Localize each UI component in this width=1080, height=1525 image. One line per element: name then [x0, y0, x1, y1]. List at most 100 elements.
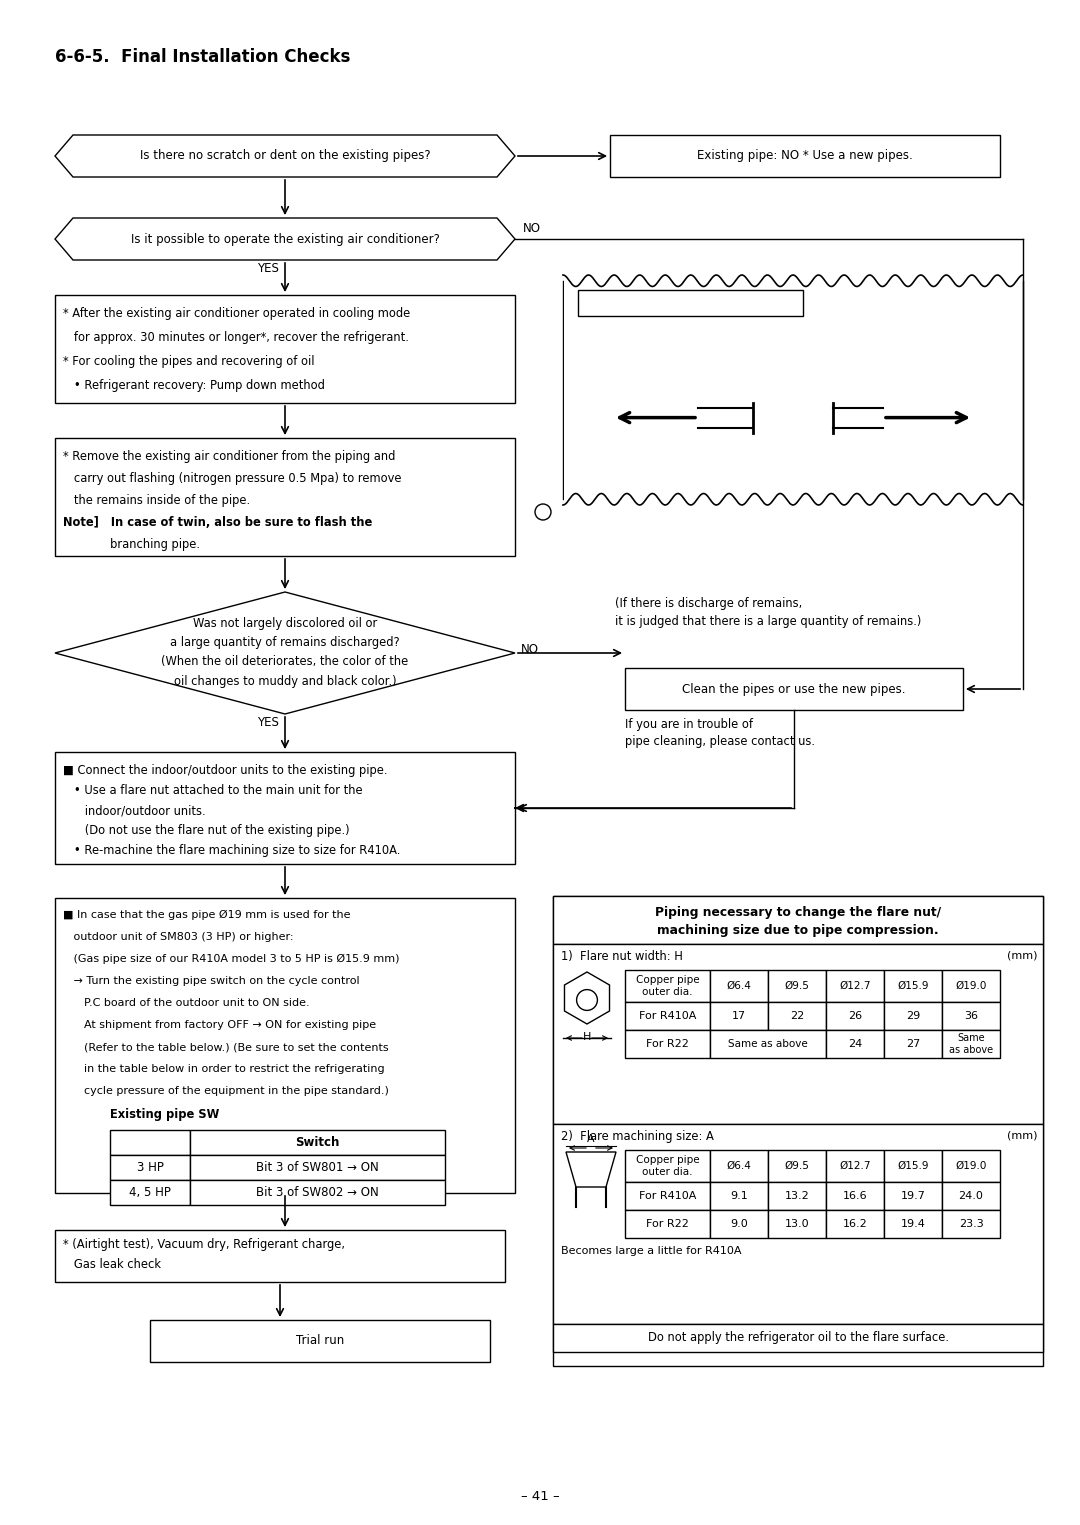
Polygon shape	[565, 971, 609, 1023]
Text: Switch: Switch	[295, 1136, 340, 1148]
Bar	[150, 1321, 490, 1362]
Text: For R410A: For R410A	[638, 1191, 697, 1202]
Text: carry out flashing (nitrogen pressure 0.5 Mpa) to remove: carry out flashing (nitrogen pressure 0.…	[63, 473, 402, 485]
Text: (mm): (mm)	[1008, 1130, 1038, 1141]
Text: 19.7: 19.7	[901, 1191, 926, 1202]
Text: 9.0: 9.0	[730, 1218, 747, 1229]
Text: branching pipe.: branching pipe.	[63, 538, 200, 551]
Text: pipe cleaning, please contact us.: pipe cleaning, please contact us.	[625, 735, 815, 747]
Text: (Do not use the flare nut of the existing pipe.): (Do not use the flare nut of the existin…	[63, 824, 350, 837]
Bar	[553, 1124, 1043, 1324]
Text: Ø6.4: Ø6.4	[727, 981, 752, 991]
Text: * (Airtight test), Vacuum dry, Refrigerant charge,: * (Airtight test), Vacuum dry, Refrigera…	[63, 1238, 345, 1250]
Circle shape	[577, 990, 597, 1011]
Bar	[625, 1150, 710, 1182]
Bar	[768, 1002, 826, 1029]
Text: ■ Connect the indoor/outdoor units to the existing pipe.: ■ Connect the indoor/outdoor units to th…	[63, 764, 388, 778]
Text: ■ In case that the gas pipe Ø19 mm is used for the: ■ In case that the gas pipe Ø19 mm is us…	[63, 910, 351, 920]
Bar	[553, 897, 1043, 1366]
Bar	[826, 1002, 885, 1029]
Text: If you are in trouble of: If you are in trouble of	[625, 718, 753, 730]
Bar	[768, 1182, 826, 1209]
Bar	[110, 1130, 190, 1154]
Polygon shape	[55, 592, 515, 714]
Text: indoor/outdoor units.: indoor/outdoor units.	[63, 804, 205, 817]
Text: Ø9.5: Ø9.5	[784, 1161, 809, 1171]
Text: Gas leak check: Gas leak check	[63, 1258, 161, 1270]
Text: • Refrigerant recovery: Pump down method: • Refrigerant recovery: Pump down method	[63, 380, 325, 392]
Text: 16.6: 16.6	[842, 1191, 867, 1202]
Bar	[110, 1154, 190, 1180]
Bar	[768, 1209, 826, 1238]
Bar	[768, 970, 826, 1002]
Text: YES: YES	[257, 262, 279, 274]
Text: Copper pipe
outer dia.: Copper pipe outer dia.	[636, 974, 700, 997]
Bar	[826, 1150, 885, 1182]
Text: cycle pressure of the equipment in the pipe standard.): cycle pressure of the equipment in the p…	[63, 1086, 389, 1096]
Text: the remains inside of the pipe.: the remains inside of the pipe.	[63, 494, 251, 506]
Bar	[942, 1002, 1000, 1029]
Text: it is judged that there is a large quantity of remains.): it is judged that there is a large quant…	[615, 615, 921, 628]
Bar	[55, 438, 515, 557]
Text: Trial run: Trial run	[296, 1334, 345, 1348]
Text: 19.4: 19.4	[901, 1218, 926, 1229]
Text: in the table below in order to restrict the refrigerating: in the table below in order to restrict …	[63, 1064, 384, 1074]
Text: (Refer to the table below.) (Be sure to set the contents: (Refer to the table below.) (Be sure to …	[63, 1042, 389, 1052]
Text: 6-6-5.  Final Installation Checks: 6-6-5. Final Installation Checks	[55, 47, 350, 66]
Text: Existing pipe: NO * Use a new pipes.: Existing pipe: NO * Use a new pipes.	[697, 149, 913, 163]
Text: * After the existing air conditioner operated in cooling mode: * After the existing air conditioner ope…	[63, 307, 410, 320]
Text: 24: 24	[848, 1039, 862, 1049]
Text: Same as above: Same as above	[728, 1039, 808, 1049]
Text: 29: 29	[906, 1011, 920, 1022]
Text: 2)  Flare machining size: A: 2) Flare machining size: A	[561, 1130, 714, 1144]
Bar	[625, 1029, 710, 1058]
Bar	[885, 1002, 942, 1029]
Bar	[553, 944, 1043, 1124]
Bar	[190, 1130, 445, 1154]
Text: * Remove the existing air conditioner from the piping and: * Remove the existing air conditioner fr…	[63, 450, 395, 464]
Text: – 41 –: – 41 –	[521, 1490, 559, 1504]
Text: 4, 5 HP: 4, 5 HP	[130, 1186, 171, 1199]
Text: 24.0: 24.0	[959, 1191, 984, 1202]
Bar	[553, 897, 1043, 944]
Text: outdoor unit of SM803 (3 HP) or higher:: outdoor unit of SM803 (3 HP) or higher:	[63, 932, 294, 942]
Bar	[710, 1002, 768, 1029]
Text: Was not largely discolored oil or: Was not largely discolored oil or	[193, 616, 377, 630]
Text: (If there is discharge of remains,: (If there is discharge of remains,	[615, 596, 802, 610]
Text: 13.2: 13.2	[785, 1191, 809, 1202]
Bar	[625, 1209, 710, 1238]
Bar	[55, 898, 515, 1193]
Bar	[885, 1209, 942, 1238]
Bar	[885, 1150, 942, 1182]
Text: (mm): (mm)	[1008, 950, 1038, 961]
Text: 36: 36	[964, 1011, 978, 1022]
Bar	[942, 1182, 1000, 1209]
Text: Clean the pipes or use the new pipes.: Clean the pipes or use the new pipes.	[683, 683, 906, 695]
Bar	[625, 1002, 710, 1029]
Text: Nitrogen gas pressure 0.5 Mpa: Nitrogen gas pressure 0.5 Mpa	[605, 297, 777, 308]
Text: YES: YES	[257, 717, 279, 729]
Bar	[710, 1182, 768, 1209]
Text: Note]   In case of twin, also be sure to flash the: Note] In case of twin, also be sure to f…	[63, 515, 373, 529]
Bar	[942, 1209, 1000, 1238]
Text: Is there no scratch or dent on the existing pipes?: Is there no scratch or dent on the exist…	[139, 149, 430, 163]
Text: 23.3: 23.3	[959, 1218, 984, 1229]
Bar	[885, 1029, 942, 1058]
Text: * For cooling the pipes and recovering of oil: * For cooling the pipes and recovering o…	[63, 355, 314, 368]
Bar	[625, 1182, 710, 1209]
Text: P.C board of the outdoor unit to ON side.: P.C board of the outdoor unit to ON side…	[63, 997, 310, 1008]
Bar	[826, 1029, 885, 1058]
Text: Do not apply the refrigerator oil to the flare surface.: Do not apply the refrigerator oil to the…	[648, 1331, 948, 1345]
Bar	[710, 1209, 768, 1238]
Text: Copper pipe
outer dia.: Copper pipe outer dia.	[636, 1156, 700, 1177]
Text: 22: 22	[789, 1011, 805, 1022]
Bar	[826, 970, 885, 1002]
Bar	[826, 1209, 885, 1238]
Text: → Turn the existing pipe switch on the cycle control: → Turn the existing pipe switch on the c…	[63, 976, 360, 987]
Text: oil changes to muddy and black color.): oil changes to muddy and black color.)	[174, 676, 396, 688]
Text: Ø6.4: Ø6.4	[727, 1161, 752, 1171]
Text: for approx. 30 minutes or longer*, recover the refrigerant.: for approx. 30 minutes or longer*, recov…	[63, 331, 409, 345]
Polygon shape	[55, 218, 515, 259]
Bar	[110, 1180, 190, 1205]
Text: A: A	[588, 1135, 595, 1144]
